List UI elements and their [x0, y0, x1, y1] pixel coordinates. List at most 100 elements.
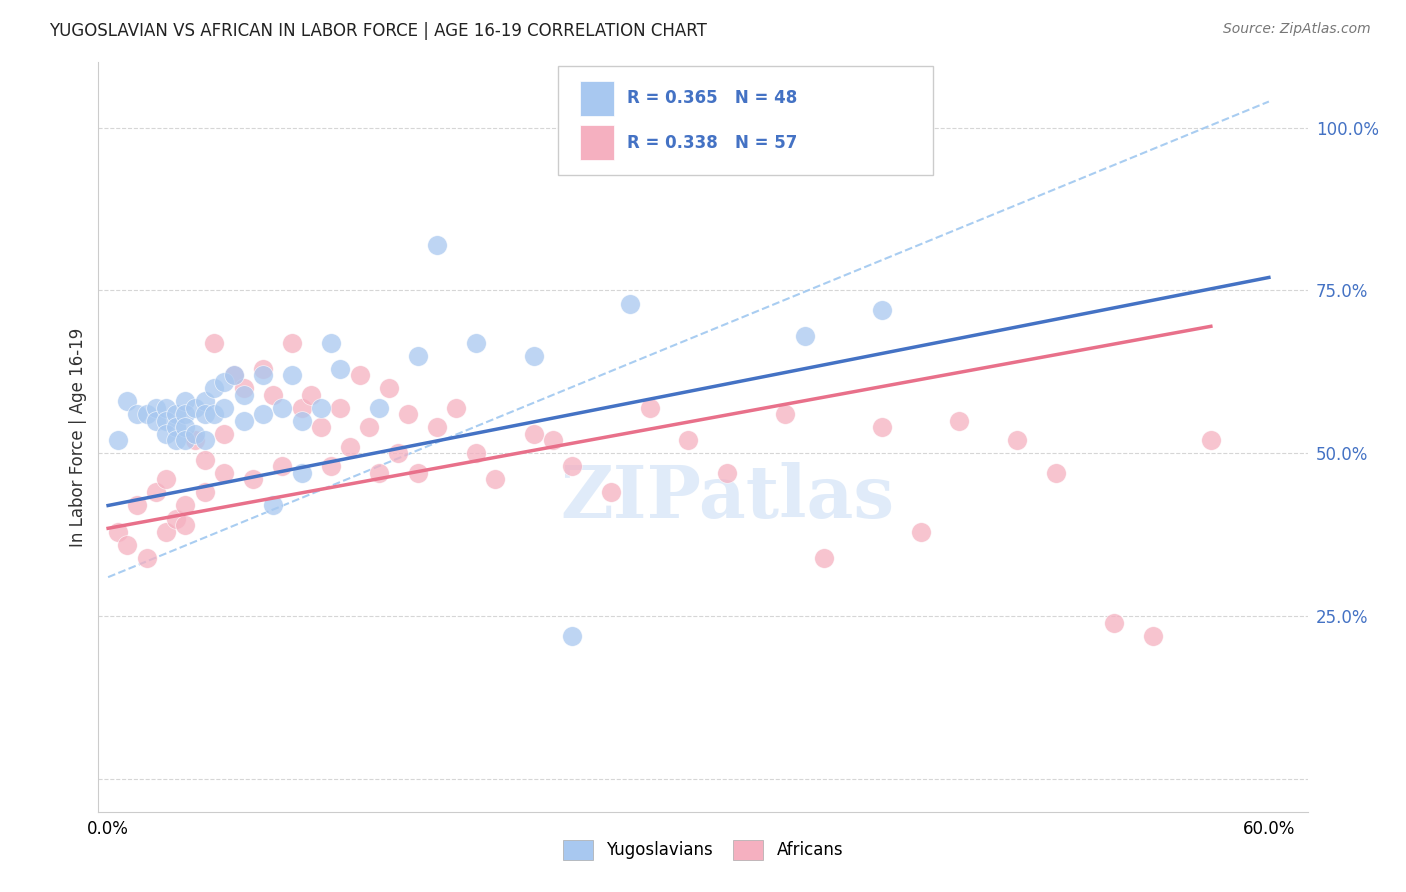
Point — [145, 414, 167, 428]
Text: ZIPatlas: ZIPatlas — [560, 461, 894, 533]
Point — [561, 629, 583, 643]
Point — [368, 466, 391, 480]
Point — [349, 368, 371, 383]
Point — [155, 524, 177, 539]
Point — [281, 368, 304, 383]
Point — [155, 472, 177, 486]
Point — [212, 375, 235, 389]
Point — [135, 407, 157, 421]
Point — [319, 459, 342, 474]
Point — [204, 381, 226, 395]
FancyBboxPatch shape — [558, 66, 932, 175]
Point — [396, 407, 419, 421]
Point — [194, 394, 217, 409]
Point — [368, 401, 391, 415]
Point — [174, 499, 197, 513]
Point — [387, 446, 409, 460]
Point — [174, 518, 197, 533]
Point — [194, 407, 217, 421]
Point — [600, 485, 623, 500]
Point — [184, 426, 207, 441]
Point — [204, 335, 226, 350]
Point — [184, 401, 207, 415]
Legend: Yugoslavians, Africans: Yugoslavians, Africans — [562, 840, 844, 860]
Point — [174, 407, 197, 421]
Point — [309, 420, 332, 434]
Point — [165, 407, 187, 421]
Point — [484, 472, 506, 486]
Point — [619, 296, 641, 310]
Y-axis label: In Labor Force | Age 16-19: In Labor Force | Age 16-19 — [69, 327, 87, 547]
Point — [464, 335, 486, 350]
Point — [406, 349, 429, 363]
Point — [948, 414, 970, 428]
Point — [155, 401, 177, 415]
Point — [204, 407, 226, 421]
Point — [107, 524, 129, 539]
Point — [793, 329, 815, 343]
Point — [426, 420, 449, 434]
Point — [222, 368, 245, 383]
Point — [145, 485, 167, 500]
Point — [1142, 629, 1164, 643]
Point — [165, 511, 187, 525]
Point — [716, 466, 738, 480]
Point — [127, 407, 149, 421]
Point — [359, 420, 381, 434]
Point — [174, 434, 197, 448]
Point — [561, 459, 583, 474]
Point — [252, 368, 274, 383]
Point — [242, 472, 264, 486]
Point — [813, 550, 835, 565]
Point — [262, 388, 284, 402]
Bar — [579, 81, 613, 116]
Point — [232, 388, 254, 402]
Point — [117, 538, 139, 552]
Point — [426, 238, 449, 252]
Point — [232, 381, 254, 395]
Point — [127, 499, 149, 513]
Point — [329, 401, 352, 415]
Point — [222, 368, 245, 383]
Point — [174, 394, 197, 409]
Point — [194, 453, 217, 467]
Point — [870, 420, 893, 434]
Point — [117, 394, 139, 409]
Point — [523, 426, 546, 441]
Point — [194, 485, 217, 500]
Point — [252, 407, 274, 421]
Point — [910, 524, 932, 539]
Point — [107, 434, 129, 448]
Point — [1007, 434, 1029, 448]
Point — [678, 434, 700, 448]
Bar — [579, 125, 613, 160]
Point — [165, 434, 187, 448]
Point — [773, 407, 796, 421]
Point — [1199, 434, 1222, 448]
Point — [299, 388, 322, 402]
Point — [174, 420, 197, 434]
Point — [252, 361, 274, 376]
Point — [464, 446, 486, 460]
Point — [319, 335, 342, 350]
Point — [541, 434, 564, 448]
Point — [329, 361, 352, 376]
Point — [638, 401, 661, 415]
Point — [165, 420, 187, 434]
Point — [1102, 615, 1125, 630]
Point — [290, 401, 312, 415]
Point — [212, 426, 235, 441]
Point — [262, 499, 284, 513]
Point — [212, 466, 235, 480]
Point — [446, 401, 468, 415]
Text: R = 0.338   N = 57: R = 0.338 N = 57 — [627, 134, 797, 152]
Point — [290, 414, 312, 428]
Text: R = 0.365   N = 48: R = 0.365 N = 48 — [627, 89, 797, 107]
Point — [377, 381, 399, 395]
Point — [145, 401, 167, 415]
Point — [155, 414, 177, 428]
Point — [309, 401, 332, 415]
Point — [135, 550, 157, 565]
Point — [1045, 466, 1067, 480]
Point — [155, 426, 177, 441]
